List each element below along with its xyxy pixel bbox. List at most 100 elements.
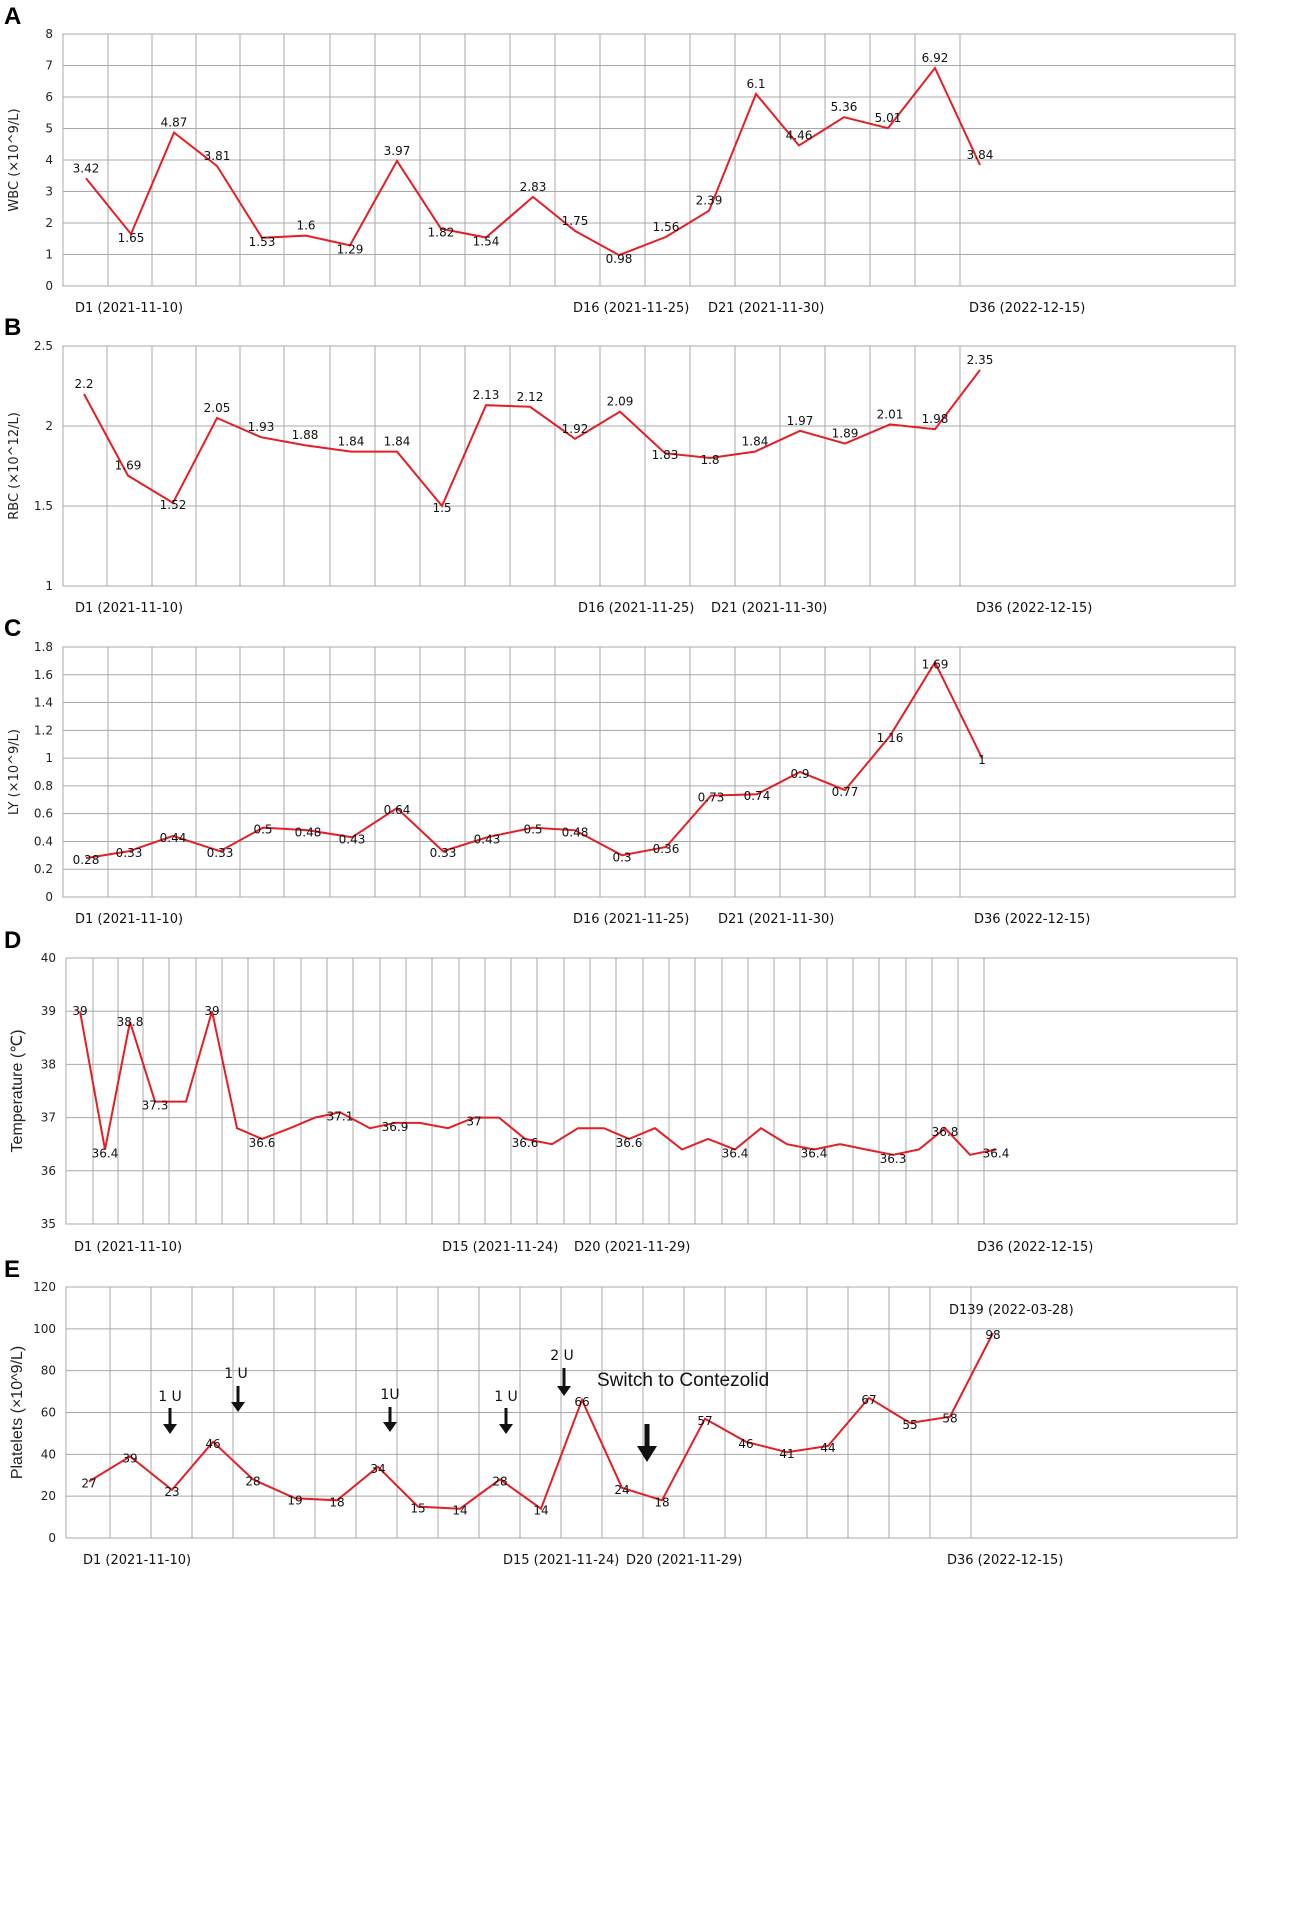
data-label: 2.12 <box>517 390 544 404</box>
x-axis-date-label: D21 (2021-11-30) <box>708 301 824 316</box>
data-label: 14 <box>533 1504 548 1518</box>
data-label: 0.33 <box>207 846 234 860</box>
data-label: 0.28 <box>73 853 100 867</box>
data-label: 1.6 <box>296 219 315 233</box>
series-line <box>88 1332 994 1511</box>
data-label: 0.36 <box>653 842 680 856</box>
y-tick-label: 2 <box>45 216 53 230</box>
data-label: 0.33 <box>116 846 143 860</box>
y-tick-label: 38 <box>41 1057 56 1071</box>
data-label: 37 <box>466 1115 481 1129</box>
data-label: 1.52 <box>160 498 187 512</box>
y-tick-label: 1.6 <box>34 668 53 682</box>
data-label: 46 <box>205 1437 220 1451</box>
x-axis-date-label: D16 (2021-11-25) <box>578 601 694 616</box>
y-tick-label: 2 <box>45 419 53 433</box>
data-label: 2.01 <box>877 407 904 421</box>
data-label: 55 <box>902 1418 917 1432</box>
data-label: 27 <box>81 1477 96 1491</box>
y-tick-label: 0 <box>45 890 53 904</box>
y-tick-label: 1 <box>45 579 53 593</box>
y-tick-label: 100 <box>33 1322 56 1336</box>
data-label: 0.48 <box>295 825 322 839</box>
y-tick-label: 0.6 <box>34 807 53 821</box>
data-label: 41 <box>779 1447 794 1461</box>
data-label: 36.4 <box>722 1147 749 1161</box>
transfusion-label: 1 U <box>494 1389 518 1405</box>
data-label: 3.81 <box>204 149 231 163</box>
data-label: 0.98 <box>606 252 633 266</box>
data-label: 36.4 <box>983 1147 1010 1161</box>
data-label: 15 <box>410 1502 425 1516</box>
data-label: 2.2 <box>74 377 93 391</box>
data-label: 36.6 <box>512 1136 539 1150</box>
transfusion-label: 1 U <box>158 1389 182 1405</box>
x-axis-date-label: D36 (2022-12-15) <box>969 301 1085 316</box>
plot-frame <box>62 345 1236 587</box>
data-label: 38.8 <box>117 1015 144 1029</box>
data-label: 1.88 <box>292 428 319 442</box>
data-label: 1.56 <box>653 220 680 234</box>
data-label: 1.65 <box>118 231 145 245</box>
data-label: 1.84 <box>338 435 365 449</box>
y-tick-label: 60 <box>41 1406 56 1420</box>
data-label: 0.5 <box>523 823 542 837</box>
panel-letter: E <box>4 1256 20 1283</box>
data-label: 4.46 <box>786 129 813 143</box>
data-label: 66 <box>574 1395 589 1409</box>
y-tick-label: 8 <box>45 27 53 41</box>
data-label: 67 <box>861 1393 876 1407</box>
data-label: 1.83 <box>652 448 679 462</box>
data-label: 0.33 <box>430 846 457 860</box>
plot-frame <box>62 646 1236 898</box>
data-label: 1 <box>978 753 986 767</box>
data-label: 37.1 <box>327 1109 354 1123</box>
data-label: 1.54 <box>473 234 500 248</box>
data-label: 0.9 <box>790 767 809 781</box>
followup-date-label: D139 (2022-03-28) <box>949 1303 1074 1318</box>
data-label: 24 <box>614 1483 629 1497</box>
data-label: 6.92 <box>922 51 949 65</box>
series-line <box>79 1010 997 1156</box>
data-label: 36.3 <box>880 1152 907 1166</box>
data-label: 36.8 <box>932 1125 959 1139</box>
data-label: 0.44 <box>160 831 187 845</box>
data-label: 36.6 <box>249 1136 276 1150</box>
panel-letter: A <box>4 3 21 30</box>
data-label: 58 <box>942 1412 957 1426</box>
series-line <box>85 660 983 860</box>
y-tick-label: 120 <box>33 1280 56 1294</box>
data-label: 6.1 <box>746 77 765 91</box>
y-tick-label: 6 <box>45 90 53 104</box>
data-label: 5.01 <box>875 111 902 125</box>
data-label: 1.29 <box>337 242 364 256</box>
data-label: 14 <box>452 1504 467 1518</box>
data-label: 4.87 <box>161 116 188 130</box>
data-label: 0.73 <box>698 791 725 805</box>
data-label: 44 <box>820 1441 835 1455</box>
data-label: 36.4 <box>92 1147 119 1161</box>
x-axis-date-label: D16 (2021-11-25) <box>573 912 689 927</box>
x-axis-date-label: D36 (2022-12-15) <box>976 601 1092 616</box>
x-axis-date-label: D36 (2022-12-15) <box>977 1240 1093 1255</box>
data-label: 39 <box>122 1451 137 1465</box>
data-label: 1.89 <box>832 427 859 441</box>
y-tick-label: 20 <box>41 1489 56 1503</box>
y-tick-label: 3 <box>45 185 53 199</box>
data-label: 1.84 <box>742 435 769 449</box>
y-tick-label: 1.2 <box>34 723 53 737</box>
x-axis-date-label: D20 (2021-11-29) <box>574 1240 690 1255</box>
data-label: 3.84 <box>967 148 994 162</box>
data-label: 36.6 <box>616 1136 643 1150</box>
y-tick-label: 1.4 <box>34 696 53 710</box>
y-axis-label: LY (×10^9/L) <box>7 729 22 815</box>
data-label: 1.92 <box>562 422 589 436</box>
y-tick-label: 1.5 <box>34 499 53 513</box>
x-axis-date-label: D15 (2021-11-24) <box>503 1553 619 1568</box>
data-label: 2.13 <box>473 388 500 402</box>
data-label: 18 <box>654 1495 669 1509</box>
data-label: 1.5 <box>432 501 451 515</box>
y-tick-label: 0 <box>48 1531 56 1545</box>
data-label: 0.74 <box>744 789 771 803</box>
